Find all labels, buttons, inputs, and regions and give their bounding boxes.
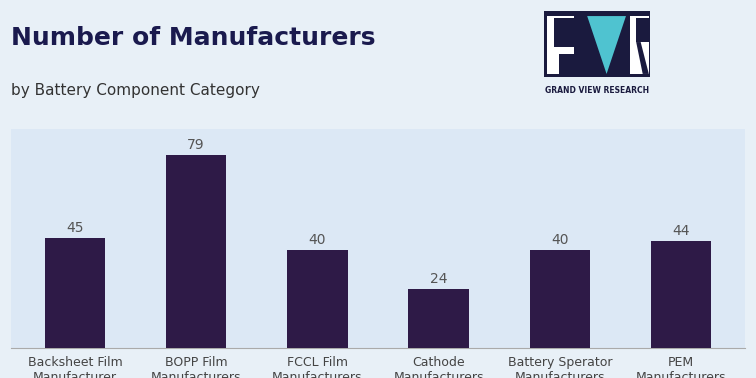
FancyBboxPatch shape [544, 11, 650, 77]
FancyBboxPatch shape [636, 19, 649, 42]
Text: 45: 45 [67, 221, 84, 235]
FancyBboxPatch shape [630, 16, 649, 74]
FancyBboxPatch shape [559, 54, 574, 74]
Text: 40: 40 [551, 233, 569, 247]
Text: 40: 40 [308, 233, 326, 247]
Text: 24: 24 [430, 273, 448, 287]
FancyBboxPatch shape [553, 19, 574, 47]
Bar [651, 240, 711, 348]
Bar [529, 250, 590, 348]
Bar [166, 155, 227, 348]
FancyBboxPatch shape [547, 16, 574, 74]
Polygon shape [587, 16, 626, 74]
Text: 44: 44 [672, 224, 689, 238]
Bar [287, 250, 348, 348]
Polygon shape [636, 42, 649, 74]
Text: by Battery Component Category: by Battery Component Category [11, 83, 260, 98]
Text: 79: 79 [187, 138, 205, 152]
FancyBboxPatch shape [547, 16, 574, 74]
Text: GRAND VIEW RESEARCH: GRAND VIEW RESEARCH [545, 86, 649, 95]
Bar [45, 238, 105, 348]
Bar [408, 289, 469, 348]
Text: Number of Manufacturers: Number of Manufacturers [11, 26, 376, 50]
